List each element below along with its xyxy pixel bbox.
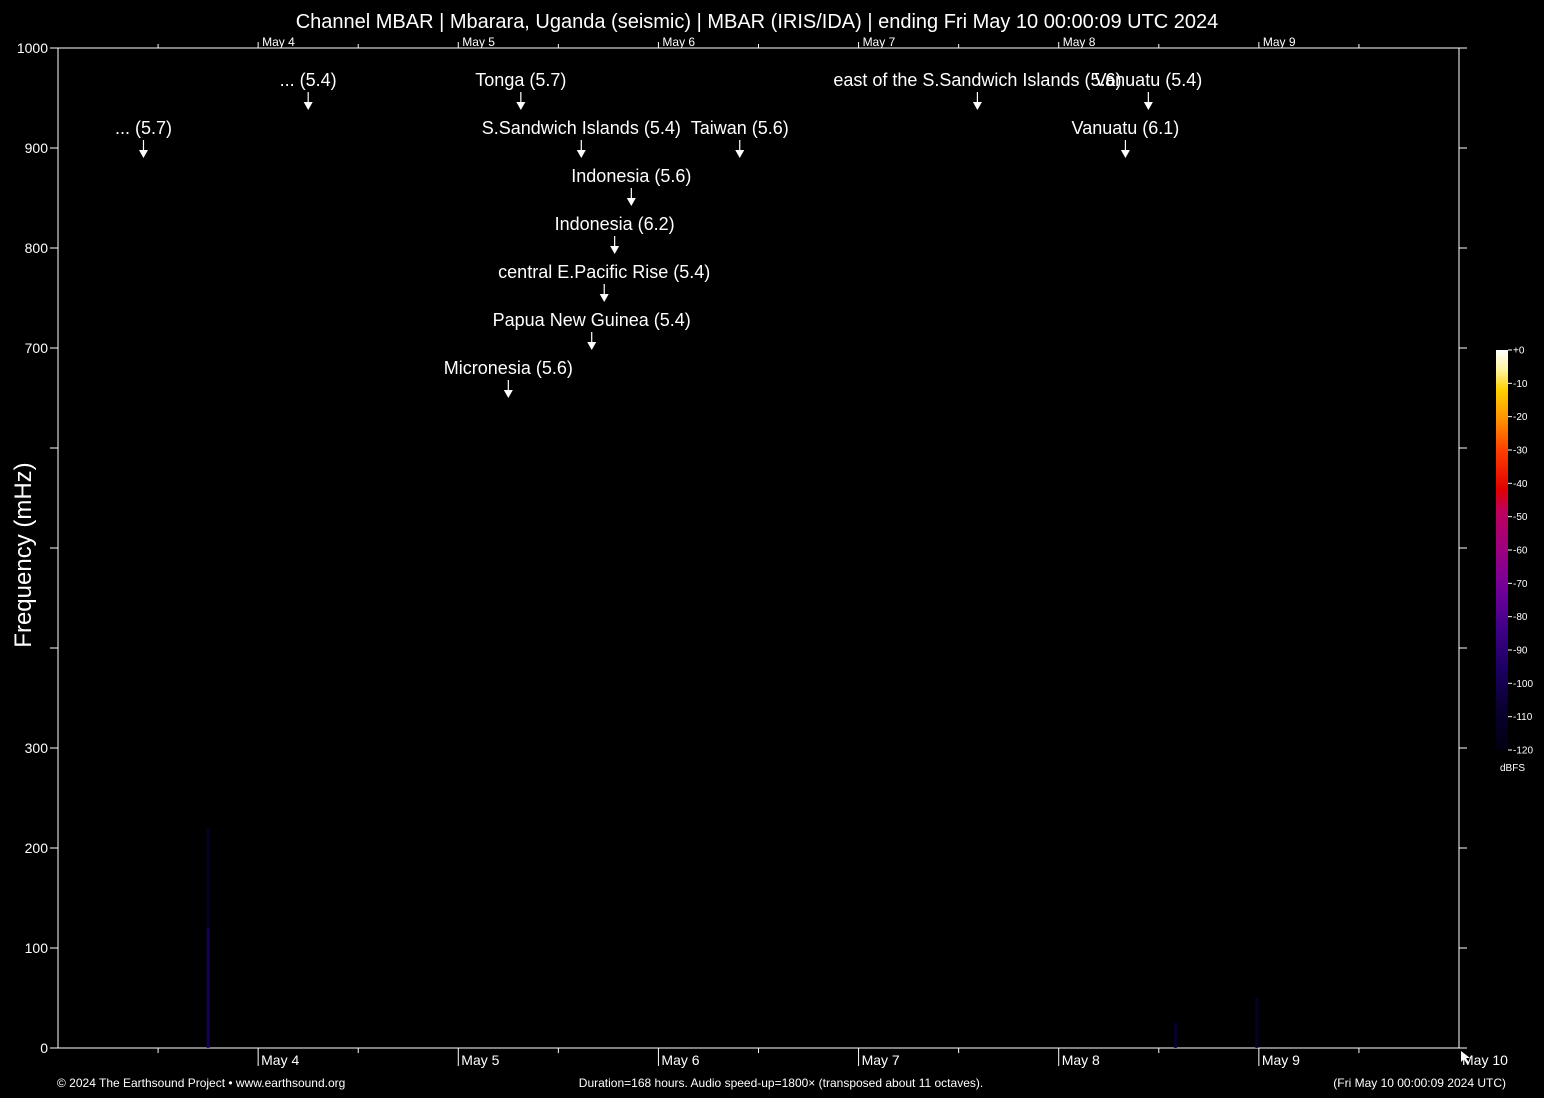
event-arrow-icon	[1120, 150, 1130, 158]
event-label: Tonga (5.7)	[475, 70, 566, 90]
colorbar-tick-label: -100	[1513, 679, 1533, 690]
event-label: Vanuatu (5.4)	[1094, 70, 1202, 90]
x-date-label-top: May 6	[662, 35, 695, 49]
chart-title: Channel MBAR | Mbarara, Uganda (seismic)…	[296, 11, 1219, 33]
x-axis: May 4 May 4 May 5 May 5 May 6 May 6 May 7 May 7…	[157, 35, 1508, 1068]
x-date-label: May 10	[1462, 1052, 1508, 1068]
event-arrow-icon	[735, 150, 745, 158]
event-label: Papua New Guinea (5.4)	[493, 310, 691, 330]
x-date-label-top: May 7	[863, 35, 896, 49]
signal-layer	[206, 828, 1259, 1048]
x-date-label: May 4	[261, 1052, 299, 1068]
y-tick-label: 0	[40, 1040, 48, 1056]
signal-streak	[1173, 1023, 1177, 1048]
event-arrow-icon	[599, 294, 609, 302]
event-arrow-icon	[587, 342, 597, 350]
colorbar-tick-label: -30	[1513, 446, 1528, 457]
colorbar-tick-label: -20	[1513, 412, 1528, 423]
x-date-label: May 8	[1062, 1052, 1100, 1068]
colorbar-tick-label: -110	[1513, 712, 1533, 723]
y-tick-label: 300	[25, 740, 49, 756]
footer-duration: Duration=168 hours. Audio speed-up=1800×…	[579, 1076, 983, 1090]
colorbar-tick-label: -40	[1513, 479, 1528, 490]
event-arrow-icon	[626, 198, 636, 206]
signal-streak	[1255, 998, 1259, 1048]
event-label: Indonesia (6.2)	[555, 214, 675, 234]
event-label: Vanuatu (6.1)	[1072, 118, 1180, 138]
event-arrow-icon	[503, 390, 513, 398]
x-date-label: May 7	[862, 1052, 900, 1068]
event-label: ... (5.7)	[115, 118, 172, 138]
end-cursor-icon	[1461, 1051, 1470, 1064]
x-date-label: May 9	[1262, 1052, 1300, 1068]
event-label: central E.Pacific Rise (5.4)	[498, 262, 710, 282]
colorbar-tick-label: -80	[1513, 612, 1528, 623]
colorbar-tick-label: +0	[1513, 346, 1525, 357]
event-label: ... (5.4)	[280, 70, 337, 90]
event-arrow-icon	[576, 150, 586, 158]
x-date-label-top: May 8	[1063, 35, 1096, 49]
event-arrow-icon	[516, 102, 526, 110]
event-label: east of the S.Sandwich Islands (5.6)	[833, 70, 1121, 90]
colorbar-gradient	[1496, 350, 1508, 750]
event-label: Taiwan (5.6)	[691, 118, 789, 138]
colorbar-tick-label: -50	[1513, 512, 1528, 523]
event-arrow-icon	[303, 102, 313, 110]
colorbar-unit: dBFS	[1500, 763, 1525, 774]
y-tick-label: 200	[25, 840, 49, 856]
event-label: Indonesia (5.6)	[571, 166, 691, 186]
y-tick-label: 1000	[17, 40, 48, 56]
x-date-label: May 5	[461, 1052, 499, 1068]
colorbar-tick-label: -10	[1513, 379, 1528, 390]
x-date-label-top: May 4	[262, 35, 295, 49]
y-tick-label: 700	[25, 340, 49, 356]
signal-streak	[206, 928, 210, 1048]
event-annotations: ... (5.7) ... (5.4) Tonga (5.7) S.Sandwich …	[115, 70, 1202, 398]
x-date-label: May 6	[661, 1052, 699, 1068]
colorbar-tick-label: -70	[1513, 579, 1528, 590]
y-tick-label: 100	[25, 940, 49, 956]
y-tick-label: 800	[25, 240, 49, 256]
footer-end-time: (Fri May 10 00:00:09 2024 UTC)	[1333, 1076, 1506, 1090]
event-arrow-icon	[138, 150, 148, 158]
colorbar-tick-label: -90	[1513, 646, 1528, 657]
event-label: S.Sandwich Islands (5.4)	[482, 118, 681, 138]
x-date-label-top: May 9	[1263, 35, 1296, 49]
plot-frame	[57, 47, 1460, 1049]
footer-copyright: © 2024 The Earthsound Project • www.eart…	[57, 1076, 345, 1090]
y-axis: 0 100 200 300 700 800 900 1000	[17, 40, 1467, 1056]
event-arrow-icon	[1143, 102, 1153, 110]
colorbar-tick-label: -120	[1513, 746, 1533, 757]
x-date-label-top: May 5	[462, 35, 495, 49]
y-axis-label: Frequency (mHz)	[10, 462, 37, 647]
event-label: Micronesia (5.6)	[444, 358, 573, 378]
y-tick-label: 900	[25, 140, 49, 156]
event-arrow-icon	[610, 246, 620, 254]
colorbar-tick-label: -60	[1513, 546, 1528, 557]
colorbar: +0 -10 -20 -30 -40 -50 -60 -70 -80 -90 -100 -110 -12…	[1496, 346, 1533, 774]
event-arrow-icon	[972, 102, 982, 110]
signal-streak	[206, 828, 210, 928]
